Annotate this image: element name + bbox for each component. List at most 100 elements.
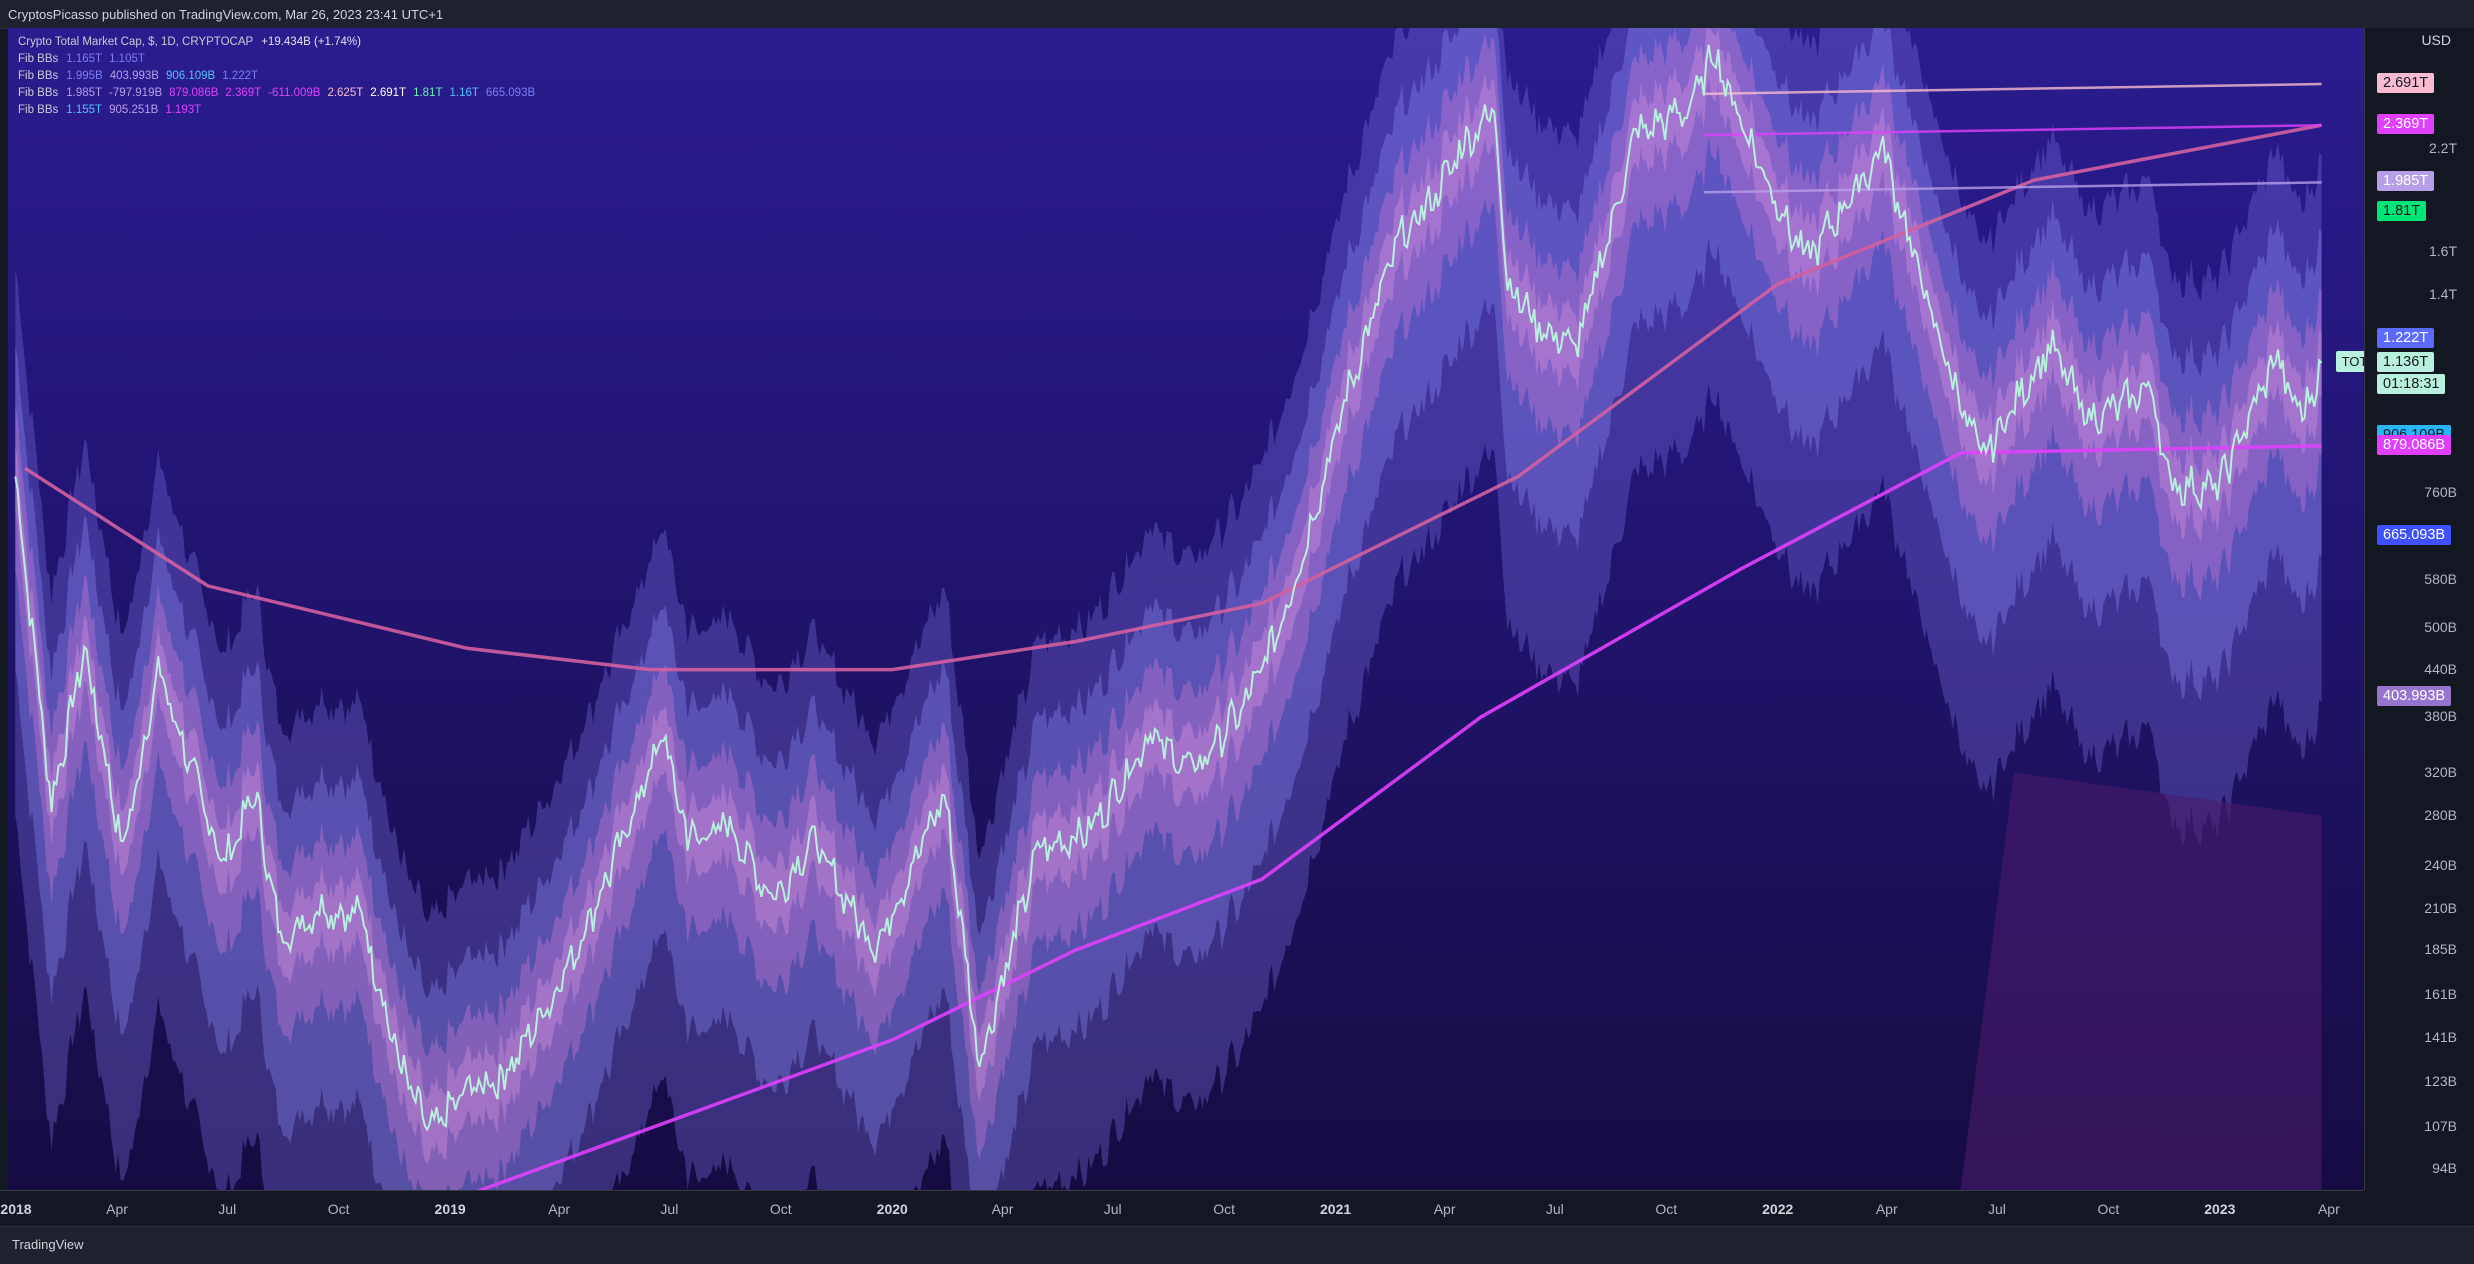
price-tick: 141B [2424, 1028, 2457, 1045]
time-tick: 2018 [0, 1201, 32, 1217]
legend-value: 1.193T [165, 104, 202, 116]
legend-value: -611.009B [268, 87, 321, 99]
publisher-bar: CryptosPicasso published on TradingView.… [0, 0, 2474, 29]
time-tick: Apr [1875, 1201, 1898, 1217]
legend-name: Crypto Total Market Cap, $, 1D, CRYPTOCA… [18, 36, 254, 48]
legend-value: 1.155T [66, 104, 103, 116]
time-tick: Jul [1545, 1201, 1564, 1217]
indicator-lines [24, 82, 2322, 1190]
time-tick: Oct [1213, 1201, 1236, 1217]
legend-value: 2.369T [225, 87, 262, 99]
price-label: 1.222T [2377, 328, 2435, 349]
legend-row[interactable]: Fib BBs 1.165T 1.105T [18, 51, 542, 68]
legend-value: 1.105T [109, 53, 145, 65]
time-tick: Apr [991, 1201, 1014, 1217]
legend-name: Fib BBs [18, 87, 59, 99]
time-axis[interactable]: 2018 Apr Jul Oct 2019 Apr Jul Oct 2020 Apr Jul Oct 2… [0, 1190, 2364, 1227]
price-tick: 1.6T [2428, 243, 2457, 260]
price-tick: 123B [2424, 1072, 2457, 1089]
legend-row[interactable]: Fib BBs 1.985T -797.919B 879.086B 2.369T -611… [18, 85, 542, 102]
price-series [14, 44, 2323, 1132]
currency-label: USD [2421, 32, 2451, 48]
legend-value: 1.16T [449, 87, 479, 99]
band-level-line [1703, 123, 2322, 137]
sma-line [475, 444, 2322, 1190]
legend-value: 906.109B [165, 70, 216, 82]
price-label: 2.369T [2377, 114, 2435, 135]
price-tick: 210B [2424, 899, 2457, 916]
price-axis[interactable]: USD 2.2T 1.6T 1.4T 760B 580B 500B 440B 380B 320B… [2364, 28, 2474, 1190]
legend-name: Fib BBs [18, 104, 59, 116]
time-tick: 2020 [876, 1201, 908, 1217]
price-label: 1.136T [2377, 351, 2435, 372]
time-tick: Jul [1103, 1201, 1122, 1217]
time-tick: Apr [548, 1201, 571, 1217]
legend-value: 1.985T [66, 87, 103, 99]
price-tick: 580B [2424, 571, 2457, 588]
legend-value: 2.691T [370, 87, 407, 99]
price-line [14, 44, 2323, 1132]
bollinger-bands [15, 28, 2322, 1190]
price-tick: 240B [2424, 856, 2457, 873]
price-tick: 760B [2424, 483, 2457, 500]
legend-name: Fib BBs [18, 53, 59, 65]
time-tick: Apr [2317, 1201, 2340, 1217]
price-tick: 94B [2432, 1159, 2457, 1176]
price-label: 1.985T [2377, 171, 2435, 192]
legend-value: 879.086B [169, 87, 219, 99]
inner-band [15, 28, 2322, 1190]
legend-value: 2.625T [327, 87, 364, 99]
legend-value: 665.093B [485, 87, 536, 99]
price-label: 665.093B [2377, 525, 2452, 546]
price-tick: 1.4T [2428, 286, 2457, 303]
legend-value: 1.995B [66, 70, 103, 82]
price-label: 403.993B [2377, 686, 2452, 707]
time-tick: Apr [1433, 1201, 1456, 1217]
legend-value: 1.165T [66, 53, 103, 65]
time-tick: Jul [1988, 1201, 2006, 1217]
legend-name: Fib BBs [18, 70, 59, 82]
time-tick: Jul [660, 1201, 679, 1217]
price-label: 01:18:31 [2377, 373, 2446, 394]
tradingview-logo-text: TradingView [12, 1237, 84, 1252]
legend-value: +19.434B (+1.74%) [261, 36, 361, 48]
time-tick: Oct [2097, 1201, 2120, 1217]
legend-value: 1.222T [222, 70, 259, 82]
time-tick: 2021 [1320, 1201, 1352, 1217]
band-level-line [1703, 181, 2322, 194]
lower-band-mass [1960, 772, 2322, 1190]
footer-bar: TradingView [0, 1226, 2474, 1264]
price-label: 879.086B [2377, 434, 2452, 455]
publisher-text: CryptosPicasso published on TradingView.… [8, 7, 444, 22]
price-tick: 380B [2424, 707, 2457, 724]
legend-value: 905.251B [109, 104, 159, 116]
price-tick: 107B [2424, 1117, 2457, 1134]
time-tick: 2022 [1762, 1201, 1794, 1217]
price-tick: 500B [2424, 619, 2457, 636]
outer-band [15, 28, 2322, 1190]
middle-band [15, 28, 2322, 1190]
legend-row[interactable]: Fib BBs 1.155T 905.251B 1.193T [18, 102, 542, 119]
time-tick: Apr [106, 1201, 128, 1217]
price-tick: 185B [2424, 940, 2457, 957]
indicator-legend: Crypto Total Market Cap, $, 1D, CRYPTOCA… [18, 34, 542, 119]
legend-row[interactable]: Fib BBs 1.995B 403.993B 906.109B 1.222T [18, 68, 542, 85]
sma-line [24, 123, 2322, 672]
price-tick: 320B [2424, 763, 2457, 780]
price-tick: 161B [2424, 985, 2457, 1002]
time-tick: Jul [218, 1201, 237, 1217]
chart-pane[interactable] [8, 28, 2364, 1190]
time-tick: Oct [1655, 1201, 1678, 1217]
band-level-line [1703, 82, 2322, 96]
time-tick: 2023 [2204, 1201, 2236, 1217]
time-tick: 2019 [434, 1201, 466, 1217]
time-tick: Oct [769, 1201, 792, 1217]
price-label: 1.81T [2377, 201, 2427, 222]
legend-value: 403.993B [109, 70, 159, 82]
legend-row[interactable]: Crypto Total Market Cap, $, 1D, CRYPTOCA… [18, 34, 542, 51]
price-tick: 440B [2424, 660, 2457, 677]
price-label: 2.691T [2377, 73, 2435, 94]
chart-canvas[interactable] [8, 28, 2364, 1190]
time-tick: Oct [327, 1201, 350, 1217]
chart-background [8, 28, 2364, 1190]
